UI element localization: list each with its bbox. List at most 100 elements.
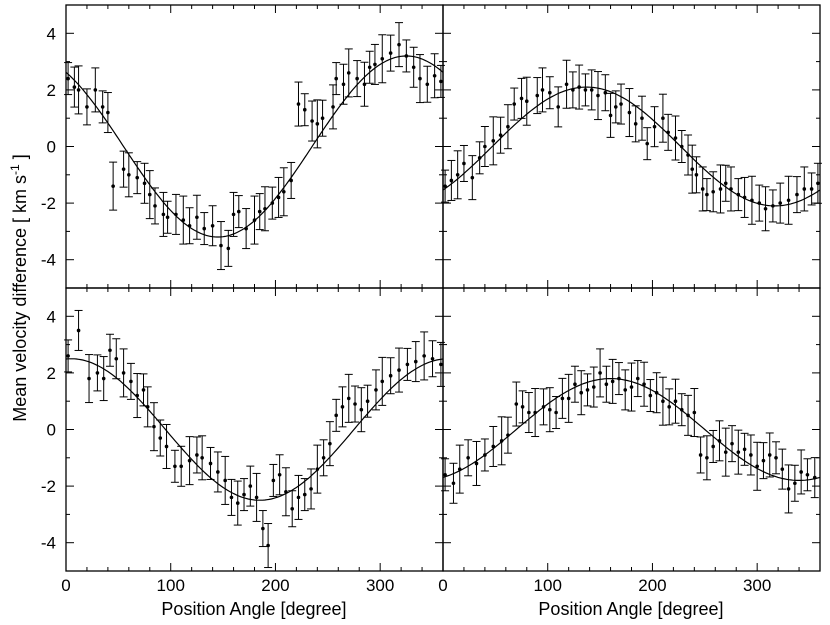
data-point xyxy=(650,106,659,148)
point-marker xyxy=(778,201,783,205)
point-marker xyxy=(560,396,565,401)
point-marker xyxy=(698,453,703,457)
point-marker xyxy=(284,489,288,494)
point-marker xyxy=(101,376,106,381)
point-marker xyxy=(661,116,665,120)
point-marker xyxy=(362,82,367,87)
point-marker xyxy=(271,478,276,483)
data-point xyxy=(759,442,768,480)
point-marker xyxy=(195,215,199,220)
point-marker xyxy=(282,189,286,194)
data-point xyxy=(294,474,303,520)
point-marker xyxy=(717,439,722,443)
point-marker xyxy=(749,453,753,457)
point-marker xyxy=(498,133,503,137)
x-tick-label: 200 xyxy=(638,576,666,595)
point-marker xyxy=(346,396,351,401)
panel-frame xyxy=(442,4,821,289)
point-marker xyxy=(187,458,192,463)
data-point xyxy=(453,150,462,200)
data-point xyxy=(229,191,238,237)
point-marker xyxy=(315,467,320,471)
point-marker xyxy=(72,85,77,89)
data-point xyxy=(313,444,322,494)
point-marker xyxy=(771,204,775,208)
point-marker xyxy=(114,356,119,361)
data-point xyxy=(365,50,374,84)
data-point xyxy=(177,445,186,487)
data-point xyxy=(170,449,179,483)
point-marker xyxy=(604,382,609,387)
point-marker xyxy=(432,73,437,78)
data-point xyxy=(684,134,693,176)
data-point xyxy=(85,354,94,404)
data-point xyxy=(74,309,83,351)
x-tick-label: 100 xyxy=(157,576,185,595)
point-marker xyxy=(598,371,602,375)
point-marker xyxy=(334,76,338,81)
data-point xyxy=(64,339,73,373)
point-marker xyxy=(129,379,133,384)
point-marker xyxy=(512,102,517,106)
point-marker xyxy=(541,405,546,409)
point-marker xyxy=(310,119,314,123)
point-marker xyxy=(85,105,89,109)
data-point xyxy=(677,393,686,427)
point-marker xyxy=(380,56,385,61)
point-marker xyxy=(793,481,797,486)
data-point xyxy=(360,61,369,107)
point-marker xyxy=(491,444,496,449)
point-marker xyxy=(786,487,791,491)
data-point xyxy=(344,48,353,98)
x-tick-label: 0 xyxy=(438,576,447,595)
data-point xyxy=(790,464,799,502)
data-point xyxy=(575,64,584,110)
y-tick-label: 0 xyxy=(47,421,56,440)
point-marker xyxy=(397,42,401,47)
data-point xyxy=(522,76,531,126)
data-point xyxy=(621,369,630,411)
point-marker xyxy=(661,399,665,404)
data-point xyxy=(441,458,450,492)
data-point xyxy=(133,161,142,195)
data-point xyxy=(552,396,561,430)
point-marker xyxy=(100,105,105,109)
data-point xyxy=(496,116,505,154)
point-marker xyxy=(334,413,338,418)
data-point xyxy=(489,116,498,166)
point-marker xyxy=(623,388,628,392)
data-point xyxy=(709,171,718,213)
data-point xyxy=(664,113,673,151)
data-point xyxy=(275,454,284,496)
point-marker xyxy=(755,464,759,469)
point-marker xyxy=(296,495,301,500)
data-point xyxy=(98,90,107,124)
point-marker xyxy=(577,85,581,89)
y-tick-label: -2 xyxy=(41,477,56,496)
data-point xyxy=(307,468,316,510)
point-marker xyxy=(161,212,166,217)
point-marker xyxy=(202,226,207,231)
data-point xyxy=(357,387,366,433)
point-marker xyxy=(596,93,600,98)
point-marker xyxy=(520,405,525,409)
data-point xyxy=(497,416,506,466)
data-point xyxy=(159,191,168,237)
point-marker xyxy=(483,453,487,457)
point-marker xyxy=(451,481,456,486)
point-marker xyxy=(686,413,690,418)
data-point xyxy=(420,331,429,381)
data-point xyxy=(459,144,468,182)
data-point xyxy=(468,155,477,201)
data-point xyxy=(587,69,596,111)
y-tick-label: 2 xyxy=(47,81,56,100)
data-point xyxy=(800,166,809,212)
point-marker xyxy=(95,371,100,375)
point-marker xyxy=(328,441,332,446)
point-marker xyxy=(723,450,728,454)
data-point xyxy=(149,402,158,452)
point-marker xyxy=(158,436,163,440)
point-marker xyxy=(346,71,351,75)
data-point xyxy=(402,39,411,73)
data-point xyxy=(279,167,288,217)
